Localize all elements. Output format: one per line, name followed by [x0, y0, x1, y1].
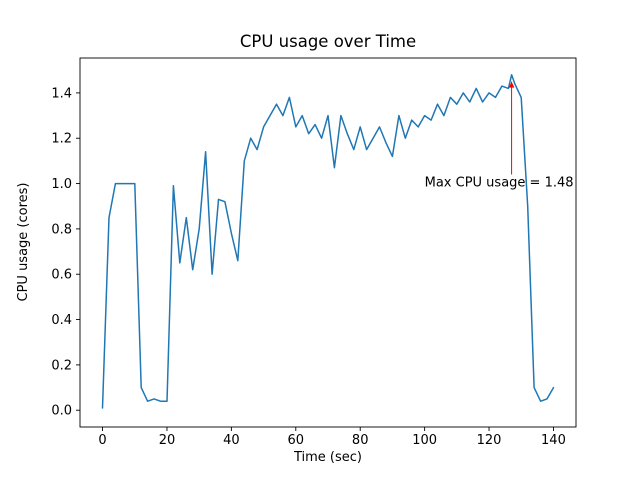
y-tick-label: 0.4	[51, 313, 72, 328]
x-tick-label: 120	[477, 433, 502, 448]
y-tick-label: 1.2	[51, 132, 72, 147]
y-tick-label: 0.2	[51, 358, 72, 373]
x-axis-label: Time (sec)	[293, 450, 362, 465]
x-tick-label: 60	[288, 433, 305, 448]
annotation-arrowhead	[508, 81, 515, 88]
x-tick-label: 20	[159, 433, 176, 448]
x-tick-label: 40	[223, 433, 240, 448]
y-tick-label: 0.0	[51, 404, 72, 419]
x-tick-label: 100	[412, 433, 437, 448]
chart-title: CPU usage over Time	[240, 32, 416, 51]
y-tick-label: 1.4	[51, 86, 72, 101]
x-tick-label: 80	[352, 433, 369, 448]
axes-frame	[79, 57, 577, 428]
y-tick-label: 0.8	[51, 222, 72, 237]
x-tick-label: 140	[541, 433, 566, 448]
y-tick-label: 1.0	[51, 177, 72, 192]
cpu-usage-line	[101, 74, 555, 409]
max-cpu-annotation-text: Max CPU usage = 1.48	[425, 176, 574, 191]
x-tick-label: 0	[98, 433, 106, 448]
y-tick-label: 0.6	[51, 268, 72, 283]
y-axis-label: CPU usage (cores)	[16, 183, 31, 302]
